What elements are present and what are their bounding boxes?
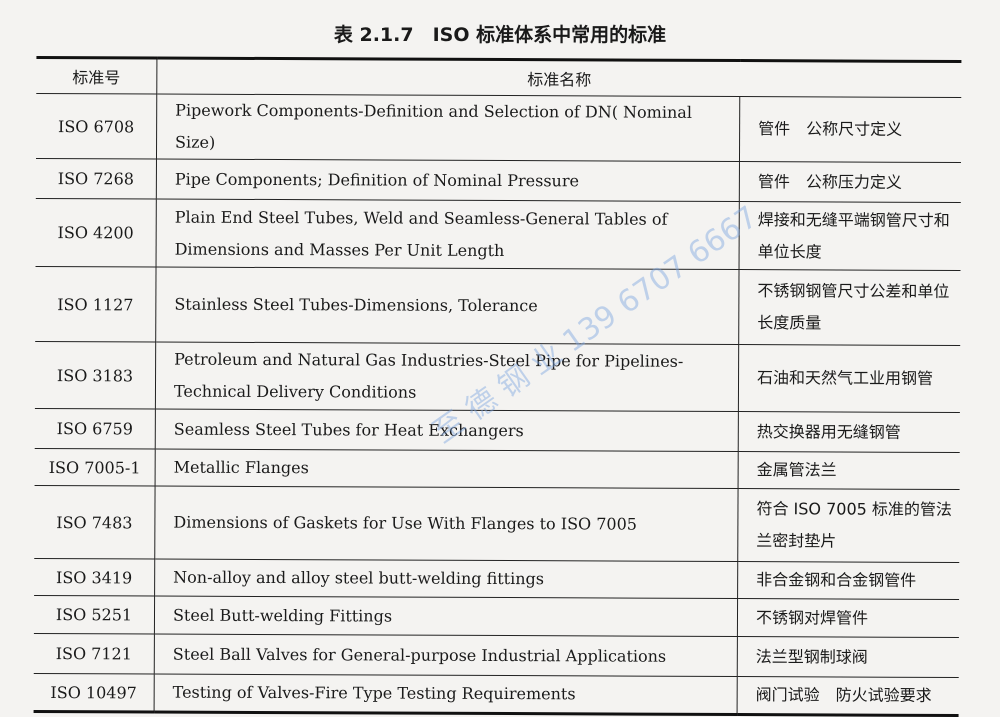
standard-number: ISO 7268 [35,158,157,200]
header-standard-name: 标准名称 [156,58,962,98]
standard-name-en: Dimensions of Gaskets for Use With Flang… [154,486,739,562]
table-row: ISO 1127 Stainless Steel Tubes-Dimensions… [35,266,961,346]
table-row: ISO 5251 Steel Butt-welding Fittings 不锈钢对焊… [33,595,960,638]
standard-name-en: Pipe Components; Definition of Nominal P… [156,159,740,202]
standard-name-cn: 管件 公称压力定义 [739,161,961,203]
standard-name-en: Petroleum and Natural Gas Industries-Ste… [155,342,739,412]
standard-name-en: Non-alloy and alloy steel butt-welding f… [154,559,738,599]
table-row: ISO 3183 Petroleum and Natural Gas Indust… [34,341,961,413]
table-row: ISO 10497 Testing of Valves-Fire Type Tes… [33,673,959,716]
standard-name-cn: 热交换器用无缝钢管 [738,411,960,453]
standard-number: ISO 1127 [35,266,157,343]
standard-name-cn: 非合金钢和合金钢管件 [737,561,960,600]
standard-name-cn: 不锈钢对焊管件 [737,598,960,638]
standard-name-cn: 不锈钢钢管尺寸公差和单位长度质量 [738,269,961,346]
table-header-row: 标准号 标准名称 [36,57,962,98]
table-row: ISO 3419 Non-alloy and alloy steel butt-w… [34,558,960,600]
standard-number: ISO 7121 [33,633,155,675]
standard-name-en: Seamless Steel Tubes for Heat Exchangers [155,409,739,452]
standard-name-en: Steel Butt-welding Fittings [154,596,738,637]
standards-table: 标准号 标准名称 ISO 6708 Pipework Components-Def… [33,56,962,717]
table-title: 表 2.1.7 ISO 标准体系中常用的标准 [333,24,667,46]
standard-number: ISO 3183 [34,341,156,410]
standard-name-cn: 金属管法兰 [738,451,960,490]
standard-name-en: Pipework Components-Definition and Selec… [156,94,740,162]
standard-name-en: Metallic Flanges [155,449,739,489]
standard-number: ISO 6759 [34,408,156,450]
header-standard-number: 标准号 [36,57,157,95]
standard-name-cn: 管件 公称尺寸定义 [739,96,962,163]
standard-name-en: Stainless Steel Tubes-Dimensions, Tolera… [155,267,740,345]
standard-name-en: Plain End Steel Tubes, Weld and Seamless… [156,199,740,270]
standard-name-en: Steel Ball Valves for General-purpose In… [154,634,738,677]
standard-number: ISO 10497 [33,673,155,713]
table-row: ISO 6708 Pipework Components-Definition a… [35,93,962,163]
standard-name-cn: 阀门试验 防火试验要求 [737,676,959,716]
standard-number: ISO 4200 [35,198,157,268]
standard-name-cn: 符合 ISO 7005 标准的管法兰密封垫片 [737,488,960,563]
standard-number: ISO 3419 [34,558,155,597]
standard-number: ISO 6708 [35,93,157,160]
standard-number: ISO 7005-1 [34,448,156,487]
table-row: ISO 4200 Plain End Steel Tubes, Weld and … [35,198,961,271]
standard-number: ISO 5251 [33,595,155,635]
standard-name-cn: 焊接和无缝平端钢管尺寸和单位长度 [739,201,961,271]
table-row: ISO 7005-1 Metallic Flanges 金属管法兰 [34,448,960,490]
table-row: ISO 7483 Dimensions of Gaskets for Use Wi… [34,485,960,563]
standard-name-cn: 法兰型钢制球阀 [737,636,959,678]
table-row: ISO 7121 Steel Ball Valves for General-pu… [33,633,959,678]
standard-name-cn: 石油和天然气工业用钢管 [738,344,961,413]
standard-number: ISO 7483 [34,485,156,560]
standard-name-en: Testing of Valves-Fire Type Testing Requ… [154,674,738,715]
table-row: ISO 6759 Seamless Steel Tubes for Heat Ex… [34,408,960,453]
table-row: ISO 7268 Pipe Components; Definition of N… [35,158,961,203]
